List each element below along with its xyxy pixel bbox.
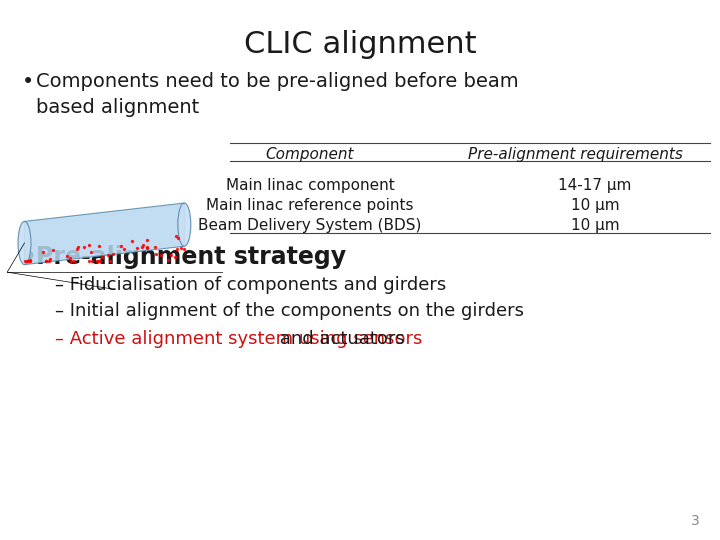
Text: CLIC alignment: CLIC alignment: [243, 30, 477, 59]
Point: [45, 254, 56, 263]
Text: 3: 3: [691, 514, 700, 528]
Text: Main linac reference points: Main linac reference points: [206, 198, 414, 213]
Point: [150, 249, 162, 258]
Point: [86, 248, 97, 256]
Text: Pre-alignment requirements: Pre-alignment requirements: [467, 147, 683, 162]
Text: Component: Component: [266, 147, 354, 162]
Point: [155, 251, 166, 259]
Text: Main linac component: Main linac component: [225, 178, 395, 193]
Point: [166, 251, 177, 259]
Point: [93, 257, 104, 266]
Point: [60, 252, 72, 261]
Point: [68, 257, 80, 266]
Text: •: •: [22, 245, 37, 271]
Point: [37, 248, 49, 256]
Point: [64, 253, 76, 262]
Point: [96, 252, 108, 261]
Point: [104, 257, 115, 266]
Point: [141, 244, 153, 252]
Text: 10 μm: 10 μm: [571, 218, 619, 233]
Point: [175, 244, 186, 252]
Ellipse shape: [178, 203, 191, 246]
Point: [163, 255, 174, 264]
Point: [91, 257, 102, 266]
Point: [102, 251, 114, 260]
Point: [86, 257, 98, 266]
Text: •: •: [22, 72, 35, 92]
Text: 14-17 μm: 14-17 μm: [558, 178, 631, 193]
Polygon shape: [24, 203, 184, 265]
Point: [83, 241, 94, 249]
Point: [137, 241, 148, 249]
Point: [131, 244, 143, 253]
Point: [173, 233, 184, 242]
Point: [136, 242, 148, 251]
Point: [21, 257, 32, 266]
Point: [84, 257, 95, 266]
Text: Components need to be pre-aligned before beam
based alignment: Components need to be pre-aligned before…: [36, 72, 518, 117]
Point: [22, 257, 34, 266]
Point: [71, 245, 83, 253]
Text: Pre-alignment strategy: Pre-alignment strategy: [36, 245, 346, 269]
Text: Beam Delivery System (BDS): Beam Delivery System (BDS): [198, 218, 422, 233]
Point: [40, 257, 52, 266]
Point: [24, 257, 35, 266]
Text: – Initial alignment of the components on the girders: – Initial alignment of the components on…: [55, 302, 524, 320]
Point: [149, 243, 161, 252]
Point: [47, 246, 58, 254]
Point: [171, 232, 182, 240]
Text: – Active alignment system using sensors: – Active alignment system using sensors: [55, 330, 423, 348]
Point: [94, 257, 106, 266]
Point: [40, 257, 52, 266]
Point: [78, 242, 90, 251]
Point: [93, 241, 104, 250]
Point: [116, 241, 127, 250]
Point: [19, 256, 31, 265]
Point: [43, 257, 55, 266]
Point: [142, 236, 153, 245]
Text: – Fiducialisation of components and girders: – Fiducialisation of components and gird…: [55, 276, 446, 294]
Point: [65, 257, 76, 266]
Point: [126, 237, 138, 245]
Text: and actuators: and actuators: [274, 330, 405, 348]
Point: [72, 242, 84, 251]
Point: [24, 256, 36, 265]
Ellipse shape: [18, 221, 31, 265]
Point: [119, 245, 130, 253]
Point: [178, 245, 189, 253]
Point: [171, 245, 183, 253]
Point: [107, 250, 119, 259]
Point: [170, 253, 181, 261]
Point: [141, 243, 153, 252]
Text: 10 μm: 10 μm: [571, 198, 619, 213]
